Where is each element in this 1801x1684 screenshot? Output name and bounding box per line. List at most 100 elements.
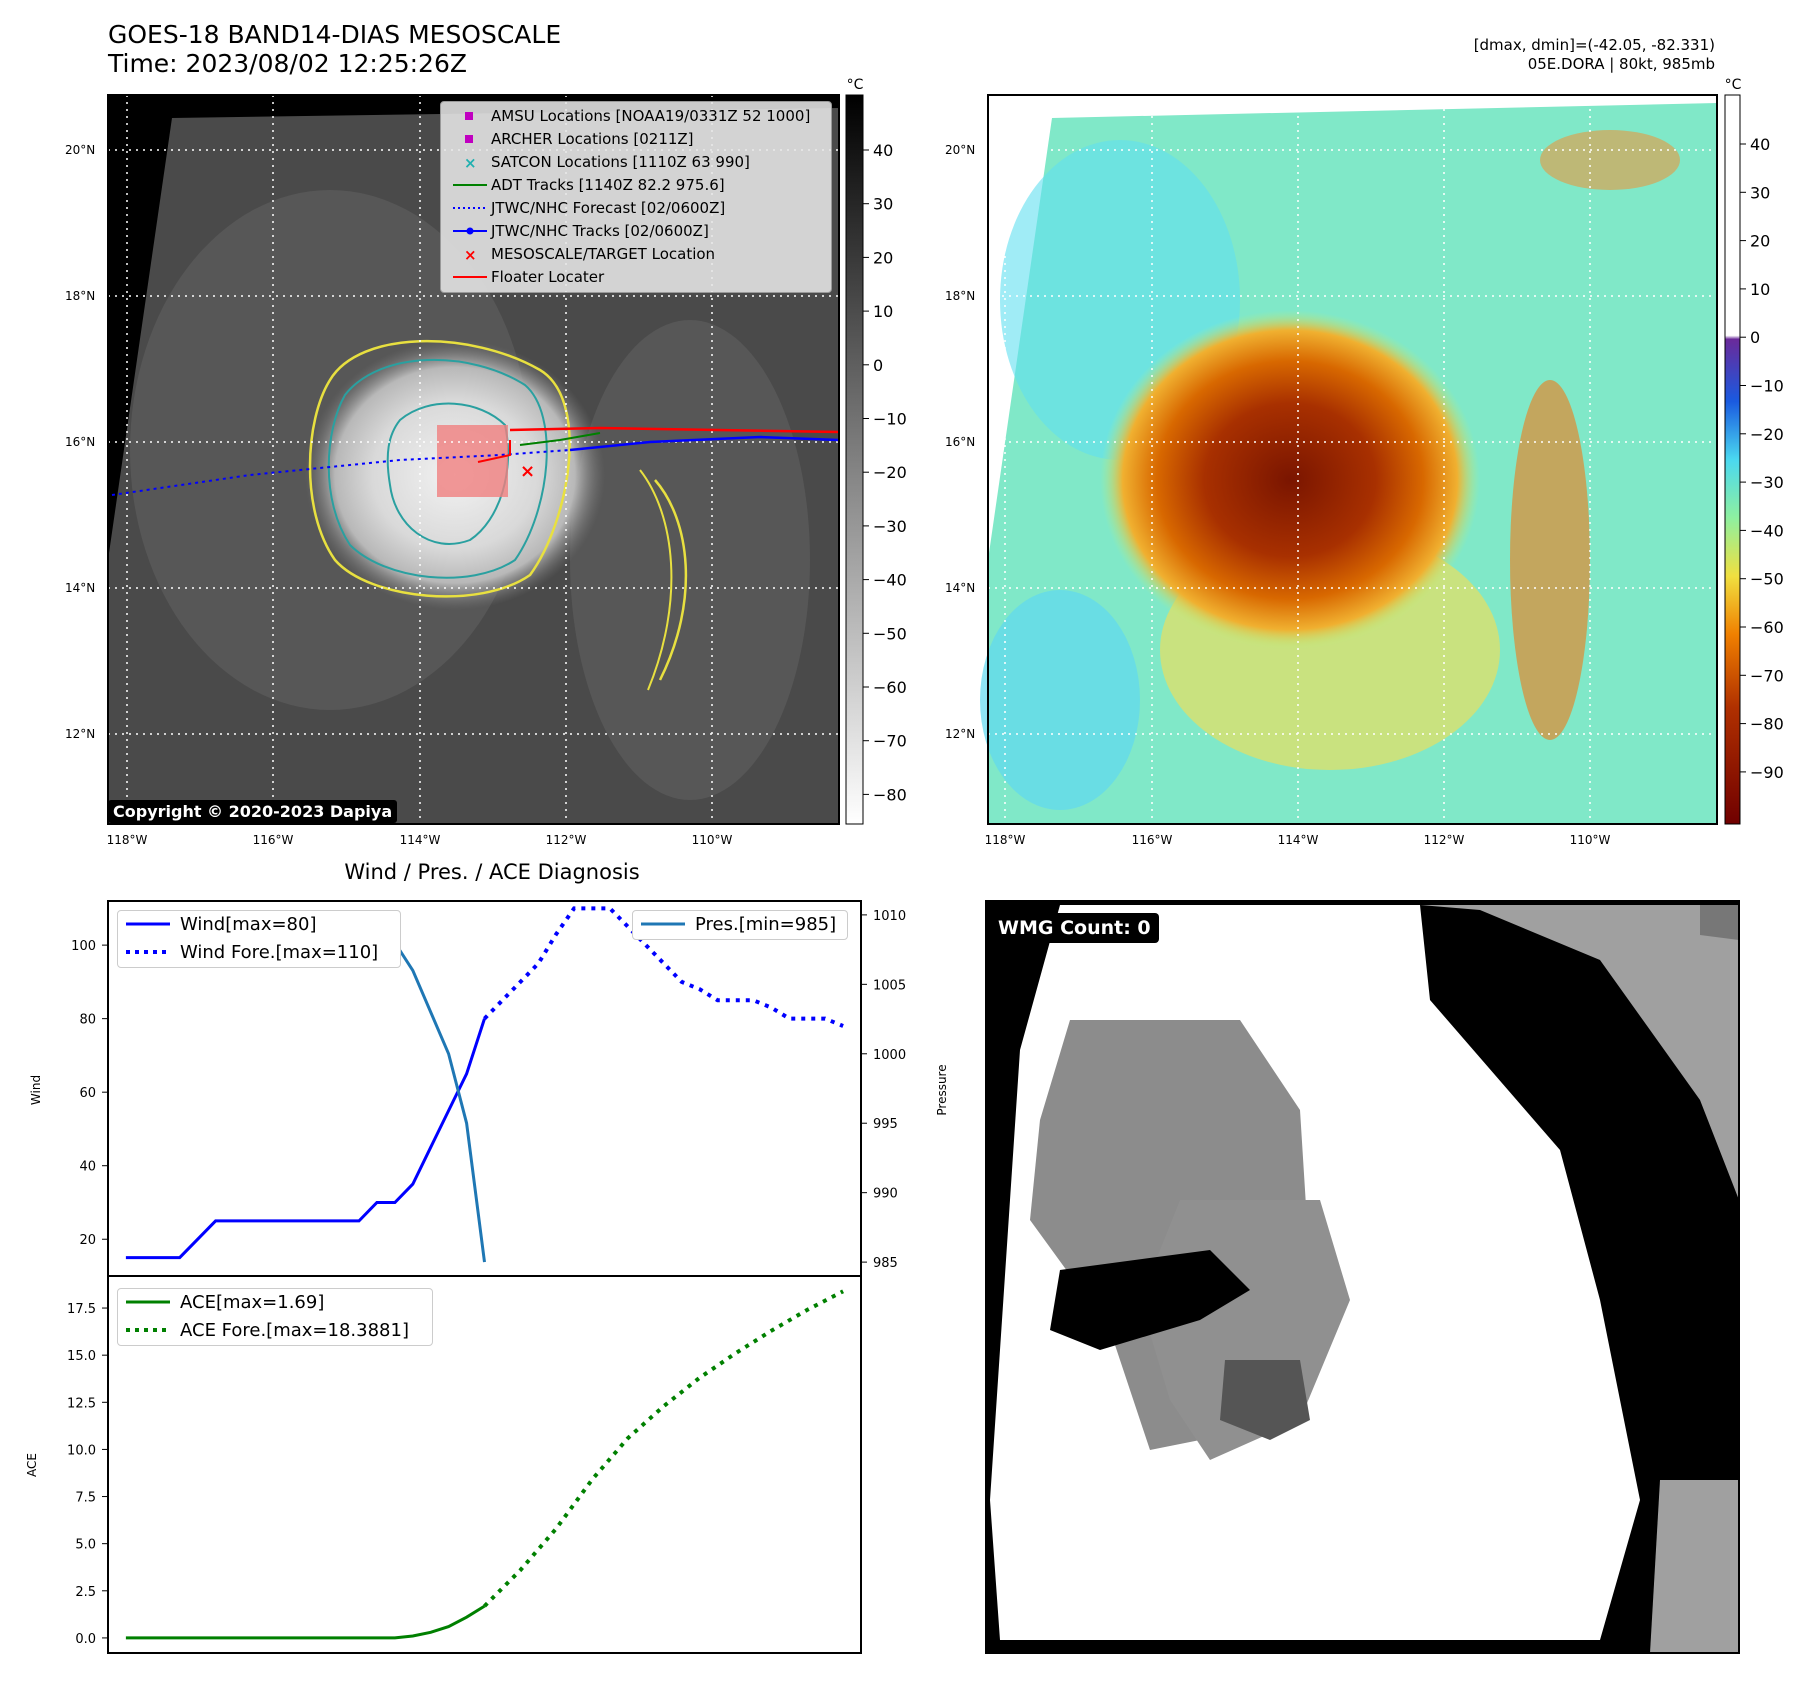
y-right-tick-label: 995 xyxy=(873,1117,898,1132)
pressure-ylabel: Pressure xyxy=(935,1064,949,1115)
legend-swatch: × xyxy=(464,154,477,172)
colorbar-unit: °C xyxy=(847,77,864,93)
series-line-ace-fore- xyxy=(483,1289,845,1608)
legend-entry: JTWC/NHC Tracks [02/0600Z] xyxy=(441,220,831,242)
lat-label: 12°N xyxy=(945,727,975,741)
legend-label: ACE[max=1.69] xyxy=(180,1292,325,1313)
colorbar-tick-label: −70 xyxy=(1750,666,1784,685)
legend-label: AMSU Locations [NOAA19/0331Z 52 1000] xyxy=(491,107,811,125)
colorbar-tick-label: −60 xyxy=(1750,618,1784,637)
colorbar-tick-label: −20 xyxy=(873,463,907,482)
floater-box xyxy=(437,425,508,497)
lon-label: 114°W xyxy=(400,833,441,847)
wind-ylabel: Wind xyxy=(29,1075,43,1105)
legend-swatch xyxy=(453,184,487,186)
colorbar-tick-label: 40 xyxy=(873,141,893,160)
colorbar-tick-label: 30 xyxy=(873,195,893,214)
ace-axes-frame xyxy=(107,1275,862,1654)
y-tick-label: 15.0 xyxy=(67,1349,96,1364)
legend-swatch xyxy=(641,922,685,926)
colorbar-tick-label: 20 xyxy=(1750,232,1770,251)
legend-label: JTWC/NHC Tracks [02/0600Z] xyxy=(491,222,709,240)
title-line-1: GOES-18 BAND14-DIAS MESOSCALE xyxy=(108,20,562,49)
colorbar-tick-label: −10 xyxy=(873,410,907,429)
lat-label: 16°N xyxy=(65,435,95,449)
lat-label: 18°N xyxy=(65,289,95,303)
lon-label: 112°W xyxy=(1424,833,1465,847)
map-legend: AMSU Locations [NOAA19/0331Z 52 1000] ARC… xyxy=(440,101,832,293)
legend-entry: × SATCON Locations [1110Z 63 990] xyxy=(441,151,831,173)
legend-entry: × MESOSCALE/TARGET Location xyxy=(441,243,831,265)
y-tick-label: 80 xyxy=(79,1013,96,1028)
lon-label: 116°W xyxy=(253,833,294,847)
pressure-legend: Pres.[min=985] xyxy=(632,910,848,940)
series-line-wind-fore- xyxy=(483,906,844,1028)
adt-track xyxy=(519,432,601,446)
y-right-tick-label: 1005 xyxy=(873,978,906,993)
legend-entry: ARCHER Locations [0211Z] xyxy=(441,128,831,150)
legend-label: JTWC/NHC Forecast [02/0600Z] xyxy=(491,199,726,217)
wmg-count-label: WMG Count: 0 xyxy=(990,913,1159,943)
wind-legend: Wind[max=80] Wind Fore.[max=110] xyxy=(117,910,401,968)
title-line-2: Time: 2023/08/02 12:25:26Z xyxy=(108,49,467,78)
legend-entry: Wind Fore.[max=110] xyxy=(118,939,400,967)
range-text: [dmax, dmin]=(-42.05, -82.331) xyxy=(1473,36,1715,54)
legend-entry: ACE Fore.[max=18.3881] xyxy=(118,1317,432,1345)
legend-entry: Wind[max=80] xyxy=(118,911,400,939)
legend-label: Wind Fore.[max=110] xyxy=(180,942,379,963)
jtwc-forecast-track xyxy=(111,449,571,496)
y-right-tick-label: 985 xyxy=(873,1256,898,1271)
legend-entry: Floater Locater xyxy=(441,266,831,288)
svg-text:×: × xyxy=(464,246,477,264)
legend-label: MESOSCALE/TARGET Location xyxy=(491,245,716,263)
colorbar-tick-label: −80 xyxy=(1750,715,1784,734)
y-tick-label: 17.5 xyxy=(67,1302,96,1317)
colorbar-tick-label: −30 xyxy=(1750,473,1784,492)
lat-label: 20°N xyxy=(945,143,975,157)
colorbar-tick-label: −40 xyxy=(873,571,907,590)
legend-swatch xyxy=(126,950,170,954)
lat-label: 20°N xyxy=(65,143,95,157)
y-right-tick-label: 1010 xyxy=(873,909,906,924)
y-tick-label: 5.0 xyxy=(75,1538,96,1553)
lon-label: 110°W xyxy=(1570,833,1611,847)
map2-lat-labels: 20°N 18°N 16°N 14°N 12°N xyxy=(945,143,975,741)
lat-label: 14°N xyxy=(945,581,975,595)
y-tick-label: 20 xyxy=(79,1233,96,1248)
legend-label: Floater Locater xyxy=(491,268,605,286)
jtwc-track xyxy=(569,435,840,452)
storm-info: [dmax, dmin]=(-42.05, -82.331) 05E.DORA … xyxy=(1474,36,1715,74)
legend-swatch xyxy=(453,227,487,235)
lon-label: 118°W xyxy=(985,833,1026,847)
lat-label: 16°N xyxy=(945,435,975,449)
wmg-classification-map xyxy=(985,900,1740,1654)
color-colorbar: °C 40 30 20 10 0 −10 −20 −30 −40 −50 −60 −70 −80 −90 xyxy=(1724,77,1784,825)
colorbar-tick-label: −10 xyxy=(1750,377,1784,396)
lat-label: 12°N xyxy=(65,727,95,741)
series-line-wind xyxy=(125,1018,486,1260)
legend-swatch xyxy=(453,207,487,209)
map1-lon-labels: 118°W 116°W 114°W 112°W 110°W xyxy=(107,833,733,847)
colorbar-tick-label: 10 xyxy=(873,302,893,321)
lon-label: 116°W xyxy=(1132,833,1173,847)
legend-entry: ADT Tracks [1140Z 82.2 975.6] xyxy=(441,174,831,196)
y-right-tick-label: 990 xyxy=(873,1187,898,1202)
legend-swatch xyxy=(126,922,170,926)
colorbar-tick-label: −30 xyxy=(873,517,907,536)
legend-swatch: × xyxy=(464,246,477,264)
colorbar-tick-label: 0 xyxy=(873,356,883,375)
colorbar-tick-label: −40 xyxy=(1750,521,1784,540)
chart-title: Wind / Pres. / ACE Diagnosis xyxy=(344,860,639,884)
target-marker: × xyxy=(520,461,535,482)
legend-entry: ACE[max=1.69] xyxy=(118,1289,432,1317)
legend-label: Wind[max=80] xyxy=(180,914,317,935)
lon-label: 118°W xyxy=(107,833,148,847)
copyright-label: Copyright © 2020-2023 Dapiya xyxy=(108,800,398,823)
y-tick-label: 2.5 xyxy=(75,1585,96,1600)
ace-legend: ACE[max=1.69] ACE Fore.[max=18.3881] xyxy=(117,1288,433,1346)
colorbar-tick-label: −60 xyxy=(873,678,907,697)
colorbar-tick-label: 20 xyxy=(873,248,893,267)
legend-label: ACE Fore.[max=18.3881] xyxy=(180,1320,409,1341)
lat-label: 18°N xyxy=(945,289,975,303)
legend-label: Pres.[min=985] xyxy=(695,914,837,935)
